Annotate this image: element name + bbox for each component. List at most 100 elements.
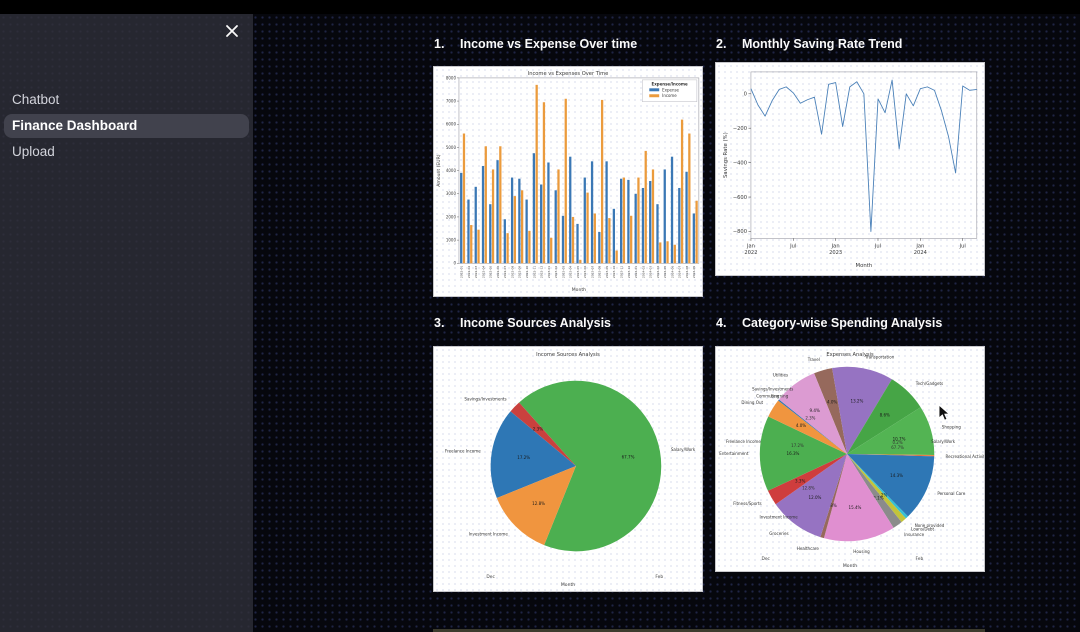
bar-chart-income-vs-expenses: Income vs Expenses Over Time 0 1000 2000 300… (436, 71, 700, 293)
section-number: 1. (434, 37, 445, 51)
svg-text:1000: 1000 (446, 238, 457, 243)
svg-text:3.3%: 3.3% (795, 478, 805, 483)
svg-text:2024: 2024 (914, 250, 927, 256)
chart-card-expenses-analysis: Expenses Analysis 4.0% Travel 13.2% Transpor… (715, 346, 985, 572)
svg-text:0: 0 (453, 261, 456, 266)
sidebar-item-finance-dashboard[interactable]: Finance Dashboard (4, 114, 249, 138)
svg-text:Utilities: Utilities (773, 373, 788, 378)
svg-text:9.4%: 9.4% (810, 408, 820, 413)
sidebar-close-button[interactable] (221, 20, 243, 42)
svg-text:2024-09: 2024-09 (692, 266, 696, 279)
svg-text:3000: 3000 (446, 191, 457, 196)
svg-text:Tech/Gadgets: Tech/Gadgets (915, 381, 943, 386)
svg-text:Jan: Jan (831, 243, 840, 249)
svg-text:2023-06: 2023-06 (583, 266, 587, 279)
svg-text:2024-01: 2024-01 (634, 266, 638, 279)
svg-text:Freelance Income: Freelance Income (445, 449, 481, 454)
svg-text:Jul: Jul (789, 243, 796, 249)
svg-text:Jul: Jul (874, 243, 881, 249)
svg-text:Expenses Analysis: Expenses Analysis (826, 352, 874, 358)
svg-text:12.8%: 12.8% (802, 486, 815, 491)
svg-text:Salary/Work: Salary/Work (931, 439, 955, 444)
svg-text:7000: 7000 (446, 98, 457, 103)
svg-text:2023-01: 2023-01 (547, 266, 551, 279)
svg-text:Dec: Dec (486, 574, 495, 580)
svg-text:None provided: None provided (915, 523, 945, 528)
svg-text:2022: 2022 (744, 250, 757, 256)
section-title-1: 1. Income vs Expense Over time (434, 37, 637, 51)
svg-text:2022-09: 2022-09 (518, 266, 522, 279)
svg-text:Travel: Travel (807, 357, 820, 362)
svg-text:Investment Income: Investment Income (469, 532, 509, 537)
svg-text:2.3%: 2.3% (533, 427, 543, 432)
svg-text:2000: 2000 (446, 214, 457, 219)
svg-text:Learning: Learning (771, 394, 789, 399)
chart-card-income-vs-expense: Income vs Expenses Over Time 0 1000 2000 300… (433, 66, 703, 297)
svg-text:1.2%: 1.2% (877, 492, 887, 497)
section-title-4: 4. Category-wise Spending Analysis (716, 316, 942, 330)
svg-text:17.2%: 17.2% (517, 455, 530, 460)
svg-text:Insurance: Insurance (904, 532, 924, 537)
svg-text:Shopping: Shopping (942, 424, 961, 429)
svg-text:2022-11: 2022-11 (532, 266, 536, 279)
svg-text:Loans/Debt: Loans/Debt (911, 526, 934, 531)
svg-text:2023-11: 2023-11 (620, 266, 624, 279)
svg-text:2022-08: 2022-08 (510, 266, 514, 279)
svg-text:2.1%: 2.1% (873, 495, 883, 500)
svg-text:Expense/Income: Expense/Income (652, 81, 689, 86)
svg-text:4.0%: 4.0% (827, 399, 837, 404)
svg-text:2023-08: 2023-08 (598, 266, 602, 279)
close-icon (226, 25, 238, 37)
section-title-3: 3. Income Sources Analysis (434, 316, 611, 330)
svg-text:2024-04: 2024-04 (656, 266, 660, 279)
svg-text:2022-02: 2022-02 (467, 266, 471, 279)
svg-text:5000: 5000 (446, 145, 457, 150)
svg-text:2023-07: 2023-07 (590, 266, 594, 279)
section-title-2: 2. Monthly Saving Rate Trend (716, 37, 902, 51)
svg-text:2022-01: 2022-01 (460, 266, 464, 279)
svg-text:8000: 8000 (446, 75, 457, 80)
section-number: 2. (716, 37, 727, 51)
svg-text:Personal Care: Personal Care (937, 491, 965, 496)
svg-text:Fitness/Sports: Fitness/Sports (733, 501, 761, 506)
svg-text:17.2%: 17.2% (791, 443, 804, 448)
svg-text:2.3%: 2.3% (805, 415, 815, 420)
pie-chart-expenses-analysis: Expenses Analysis 4.0% Travel 13.2% Transpor… (719, 352, 984, 569)
sidebar-item-chatbot[interactable]: Chatbot (12, 92, 60, 107)
svg-text:2023-04: 2023-04 (569, 266, 573, 279)
section-number: 4. (716, 316, 727, 330)
svg-text:2022-05: 2022-05 (489, 266, 493, 279)
svg-text:Commuting: Commuting (756, 394, 780, 399)
svg-text:2022-10: 2022-10 (525, 266, 529, 279)
svg-text:Month: Month (843, 563, 857, 569)
svg-text:2023-03: 2023-03 (561, 266, 565, 279)
svg-text:2023: 2023 (829, 250, 842, 256)
svg-text:Amount (EUR): Amount (EUR) (436, 154, 442, 186)
svg-text:2022-03: 2022-03 (474, 266, 478, 279)
sidebar-item-upload[interactable]: Upload (12, 144, 55, 159)
svg-text:Salary/Work: Salary/Work (671, 447, 696, 452)
svg-text:Feb: Feb (655, 574, 663, 580)
sidebar: Chatbot Finance Dashboard Upload (0, 14, 253, 632)
svg-text:Housing: Housing (853, 549, 870, 554)
svg-text:Income vs Expenses Over Time: Income vs Expenses Over Time (528, 71, 609, 77)
svg-text:67.7%: 67.7% (891, 445, 904, 450)
svg-text:2022-07: 2022-07 (503, 266, 507, 279)
svg-text:−600: −600 (733, 195, 747, 201)
mouse-cursor (938, 404, 951, 421)
svg-text:2024-06: 2024-06 (670, 266, 674, 279)
svg-text:Month: Month (856, 263, 873, 269)
svg-text:Income Sources Analysis: Income Sources Analysis (536, 352, 600, 358)
chart-card-saving-rate: 0 −200 −400 −600 −800 Jan 2022 Jul Jan 2023 Jul Jan… (715, 62, 985, 276)
sidebar-nav: Chatbot Finance Dashboard Upload (0, 86, 253, 166)
section-label: Income vs Expense Over time (460, 37, 638, 51)
svg-text:Investment Income: Investment Income (760, 514, 799, 519)
svg-text:Savings/Investments: Savings/Investments (464, 397, 506, 402)
svg-text:Month: Month (561, 582, 575, 588)
svg-text:4.0%: 4.0% (796, 423, 806, 428)
svg-text:2024-08: 2024-08 (685, 266, 689, 279)
svg-text:Jan: Jan (915, 243, 924, 249)
section-label: Category-wise Spending Analysis (742, 316, 943, 330)
